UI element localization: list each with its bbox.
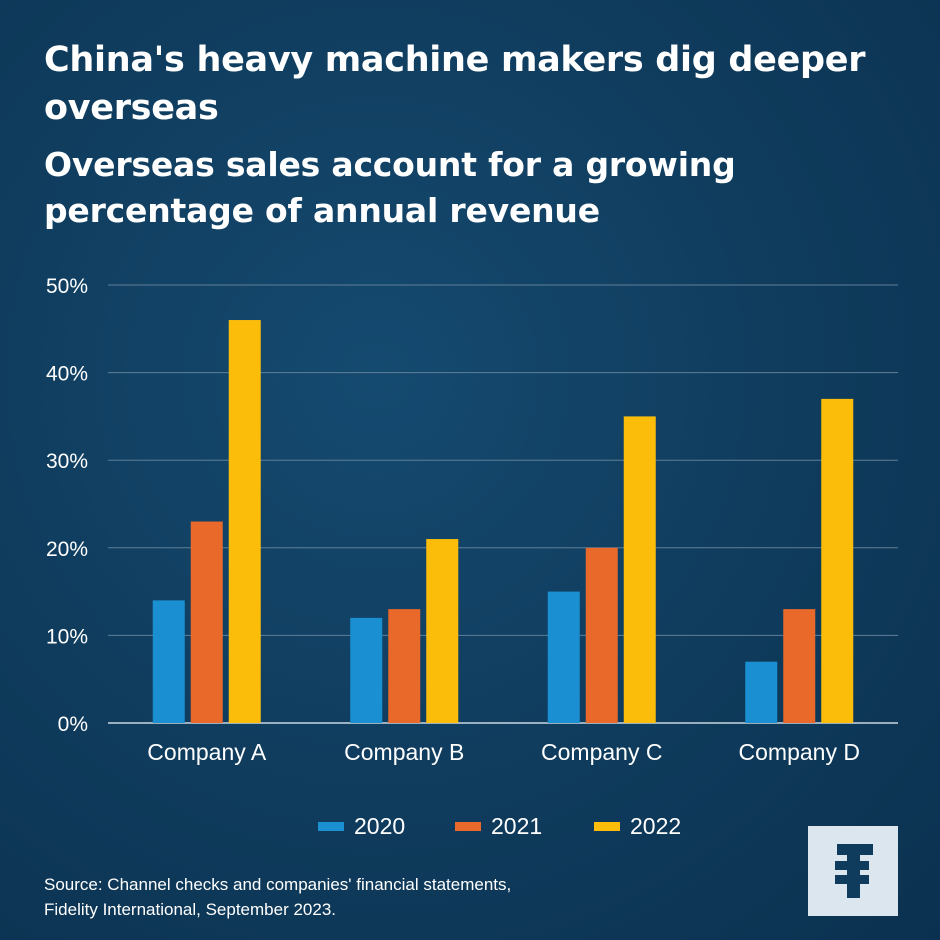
bar-company-d-2021 [783,609,816,723]
y-tick-label: 0% [58,713,88,736]
legend-item-2021: 2021 [455,808,542,844]
legend-label: 2021 [491,812,543,839]
bar-company-b-2022 [426,539,459,723]
fidelity-logo-icon [808,826,898,916]
legend-label: 2020 [354,812,406,839]
bar-company-d-2020 [745,661,778,723]
legend: 2020 2021 2022 [0,808,940,844]
x-tick-label: Company D [739,739,860,765]
y-tick-label: 50% [46,275,88,298]
bar-company-a-2022 [228,320,261,723]
x-tick-label: Company C [541,739,662,765]
bar-company-a-2020 [152,600,185,723]
legend-swatch [455,821,481,831]
legend-item-2020: 2020 [318,808,405,844]
bar-company-c-2020 [547,591,580,723]
chart-subtitle: Overseas sales account for a growing per… [44,145,736,230]
legend-label: 2022 [630,812,682,839]
y-tick-label: 40% [46,363,88,386]
x-tick-label: Company B [344,739,464,765]
source-note: Source: Channel checks and companies' fi… [44,872,664,922]
chart-title: China's heavy machine makers dig deeper … [44,40,866,128]
bar-company-c-2021 [585,547,618,723]
source-line-1: Source: Channel checks and companies' fi… [44,875,512,894]
y-tick-label: 30% [46,450,88,473]
bar-company-d-2022 [821,398,854,723]
bar-company-a-2021 [190,521,223,723]
y-tick-label: 10% [46,625,88,648]
bar-chart: 0% 10% 20% 30% 40% 50% Company A Company B Compa… [46,275,898,765]
legend-item-2022: 2022 [594,808,681,844]
legend-swatch [594,821,620,831]
bar-company-b-2020 [350,617,383,723]
source-line-2: Fidelity International, September 2023. [44,900,337,919]
bar-company-b-2021 [388,609,421,723]
y-tick-label: 20% [46,538,88,561]
bar-company-c-2022 [623,416,656,723]
x-tick-label: Company A [147,739,267,765]
legend-swatch [318,821,344,831]
